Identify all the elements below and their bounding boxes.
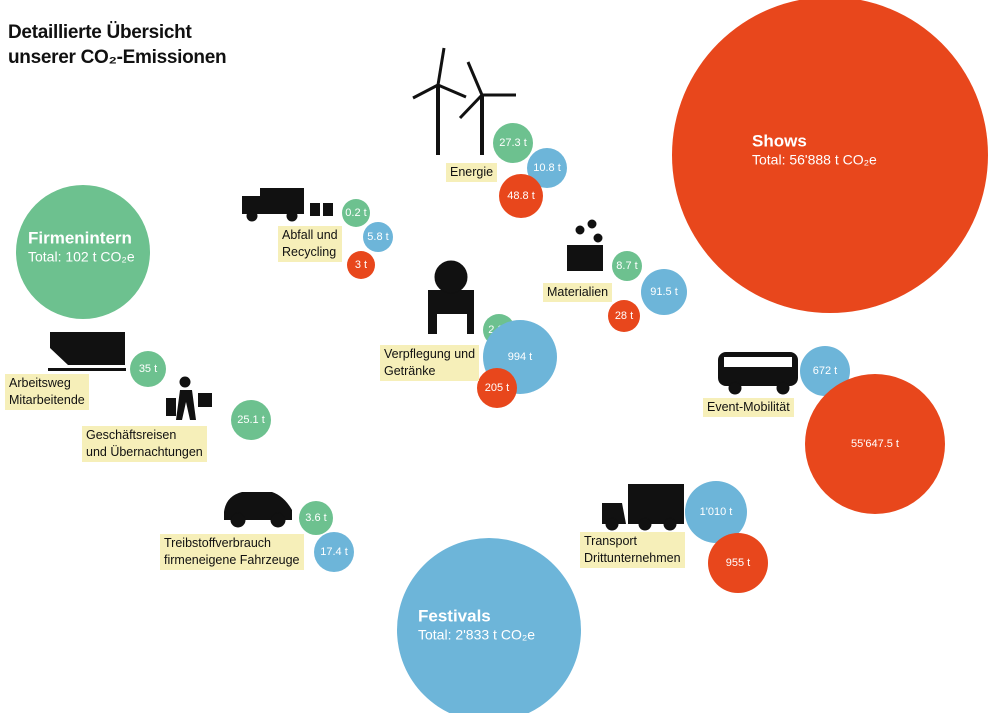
bubble [685,481,747,543]
label-line: Abfall und [282,228,338,242]
item-label: Verpflegung und Getränke [380,345,480,381]
bubble-value: 955 t [726,557,750,569]
bubble [800,346,850,396]
bubble [612,251,642,281]
bubble-value: 48.8 t [507,190,535,202]
bubble-value: 35 t [139,363,157,375]
bubble [608,300,640,332]
group-total: Total: 102 t CO₂e [28,249,135,265]
bubble-value: 994 t [508,351,532,363]
label-line: Drittunternehmen [584,551,681,565]
label-line: Treibstoffverbrauch [164,536,271,550]
bubble [527,148,567,188]
bubble [641,269,687,315]
label-line: Verpflegung und [384,347,476,361]
group-circle [672,0,988,313]
item-label: Energie [446,163,498,182]
item-label: Materialien [543,283,613,302]
item-label: Event-Mobilität [703,398,794,417]
bubble-value: 27.3 t [499,137,527,149]
item-label: Geschäftsreisen und Übernachtungen [82,426,207,462]
bubble [347,251,375,279]
item-label: Transport Drittunternehmen [580,532,685,568]
bubble-value: 3 t [355,259,367,271]
group-name: Festivals [418,606,491,625]
label-line: Materialien [547,285,609,299]
bubble [314,532,354,572]
bubble-value: 28 t [615,310,633,322]
title-line: unserer CO₂-Emissionen [8,47,227,68]
label-line: firmeneigene Fahrzeuge [164,553,300,567]
label-line: Getränke [384,364,436,378]
bubble [805,374,945,514]
bubble [493,123,533,163]
label-line: Event-Mobilität [707,400,790,414]
bubble-value: 55'647.5 t [851,438,899,450]
bubble-value: 3.6 t [305,512,326,524]
bubble-value: 205 t [485,382,509,394]
bubble-value: 0.2 t [345,207,366,219]
bubble [499,174,543,218]
bubble [363,222,393,252]
title-line: Detaillierte Übersicht [8,22,192,43]
icons [48,47,798,531]
bubble-value: 10.8 t [533,162,561,174]
bubble-value: 91.5 t [650,286,678,298]
bubble [130,351,166,387]
label-line: Recycling [282,245,337,259]
group-total: Total: 2'833 t CO₂e [418,627,535,643]
label-line: Mitarbeitende [9,393,85,407]
group-circle [397,538,581,713]
bubble [342,199,370,227]
label-line: Transport [584,534,638,548]
bubble [708,533,768,593]
label-line: Energie [450,165,494,179]
bubble-value: 5.8 t [367,231,388,243]
bubble-value: 8.7 t [616,260,637,272]
bubble-value: 25.1 t [237,414,265,426]
bubble-value: 672 t [813,365,837,377]
bubble [231,400,271,440]
item-label: Arbeitsweg Mitarbeitende [5,374,89,410]
bubble [477,368,517,408]
title: Detaillierte Übersicht unserer CO₂-Emiss… [8,20,227,70]
group-name: Shows [752,131,807,150]
bubble-value: 17.4 t [320,546,348,558]
group-circle [16,185,150,319]
label-line: Geschäftsreisen [86,428,177,442]
label-line: und Übernachtungen [86,445,203,459]
item-label: Abfall und Recycling [278,226,342,262]
label-line: Arbeitsweg [9,376,71,390]
bubble-value: 1'010 t [700,506,733,518]
group-name: Firmenintern [28,228,132,247]
group-total: Total: 56'888 t CO₂e [752,152,877,168]
item-label: Treibstoffverbrauch firmeneigene Fahrzeug… [160,534,304,570]
bubble [299,501,333,535]
